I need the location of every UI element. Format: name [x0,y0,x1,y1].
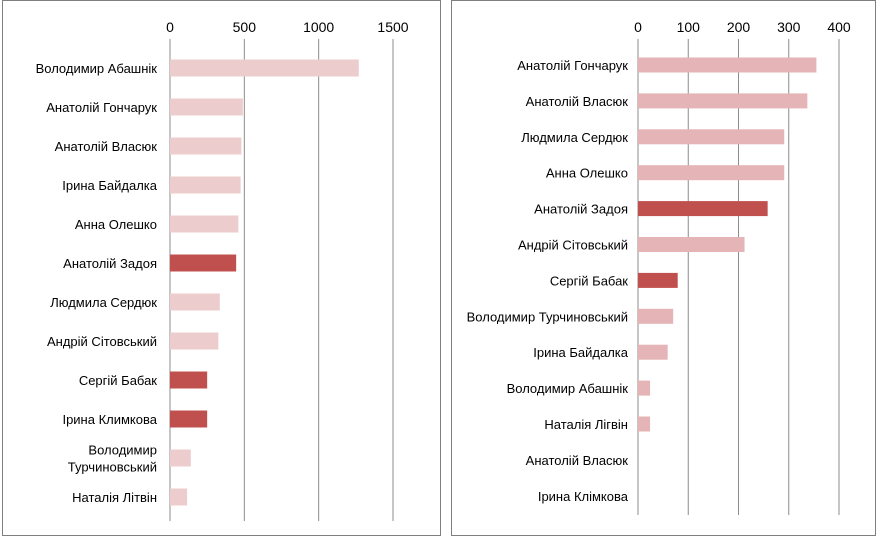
bar [170,137,242,155]
category-label: Володимир Турчиновський [467,309,628,324]
category-label: Ірина Климкова [62,412,157,427]
category-label: Ірина Клімкова [538,489,629,504]
bar [170,98,243,116]
bar [638,380,651,396]
bar [638,416,651,432]
category-label: Володимир Абашнік [36,61,158,76]
bar-highlighted [170,254,237,272]
x-tick-label: 1000 [303,19,334,35]
category-label: Наталія Лігвін [544,417,628,432]
category-label: Людмила Сердюк [521,130,628,145]
category-label: Андрій Сітовський [518,238,628,253]
bar [170,332,219,350]
x-tick-label: 1500 [377,19,408,35]
left-bar-chart: 0 500 1000 1500 Володимир Абашнік Анатолій Го… [36,19,409,521]
bar [638,237,745,252]
right-bar-chart: 0 100 200 300 400 Анатолій Гончарук Анатолій В… [467,19,851,515]
left-chart-panel: 0 500 1000 1500 Володимир Абашнік Анатолій Го… [2,0,441,536]
category-label: Анатолій Гончарук [517,58,628,73]
category-label: Андрій Сітовський [47,334,157,349]
category-label: Володимир Турчиновський [68,443,157,475]
x-tick-label: 0 [166,19,174,35]
bar [170,293,220,311]
bar-highlighted [638,201,768,217]
bar [170,449,191,467]
bar [638,165,785,181]
category-label: Ірина Байдалка [533,345,629,360]
bar-highlighted [638,272,678,288]
bar [638,308,674,324]
x-tick-label: 400 [827,19,851,35]
x-tick-label: 0 [634,19,642,35]
bar [170,176,241,194]
category-label: Анатолій Задоя [534,202,628,217]
bar [170,215,239,233]
bar [170,488,188,506]
x-tick-label: 300 [777,19,801,35]
category-label: Анатолій Гончарук [46,100,157,115]
category-label: Наталія Літвін [72,490,157,505]
category-label: Анатолій Власюк [55,139,158,154]
category-label-line: Володимир [88,443,157,458]
category-label: Анна Олешко [546,166,628,181]
category-label: Сергій Бабак [79,373,157,388]
bar-highlighted [170,410,208,428]
x-tick-label: 500 [233,19,257,35]
category-label: Анатолій Задоя [63,256,157,271]
bar-highlighted [170,371,208,389]
category-label: Ірина Байдалка [62,178,158,193]
category-label: Людмила Сердюк [50,295,157,310]
x-tick-label: 200 [727,19,751,35]
category-label: Анатолій Власюк [526,453,629,468]
bar [638,93,808,109]
bar [170,59,359,77]
category-label: Сергій Бабак [550,273,628,288]
bar [638,129,785,145]
category-label: Володимир Абашнік [507,381,629,396]
bar [638,57,817,73]
x-tick-label: 100 [677,19,701,35]
right-chart-panel: 0 100 200 300 400 Анатолій Гончарук Анатолій В… [451,0,876,536]
bar [638,344,668,360]
category-label: Анатолій Власюк [526,94,629,109]
category-label-line: Турчиновський [68,460,157,475]
category-label: Анна Олешко [75,217,157,232]
